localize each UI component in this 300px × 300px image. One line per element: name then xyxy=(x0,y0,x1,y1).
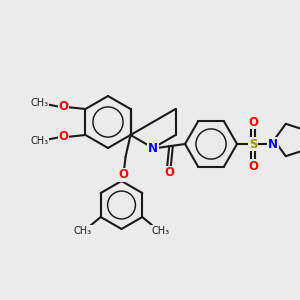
Text: O: O xyxy=(58,130,68,143)
Text: O: O xyxy=(58,100,68,113)
Text: O: O xyxy=(248,116,258,128)
Text: CH₃: CH₃ xyxy=(30,98,49,108)
Text: CH₃: CH₃ xyxy=(30,136,49,146)
Text: O: O xyxy=(164,167,174,179)
Text: CH₃: CH₃ xyxy=(74,226,92,236)
Text: O: O xyxy=(248,160,258,172)
Text: S: S xyxy=(249,137,257,151)
Text: N: N xyxy=(148,142,158,154)
Text: N: N xyxy=(268,137,278,151)
Text: O: O xyxy=(118,169,128,182)
Text: CH₃: CH₃ xyxy=(151,226,169,236)
